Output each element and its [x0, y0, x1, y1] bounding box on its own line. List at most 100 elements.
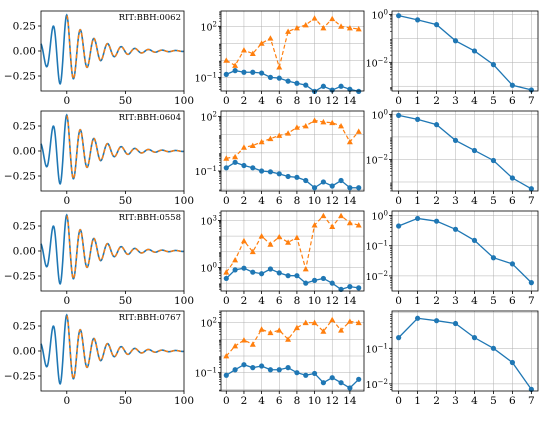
x-tick-label: 3: [452, 395, 459, 407]
orange-series-marker: [267, 135, 274, 142]
modes-marker: [433, 318, 440, 324]
x-tick-label: 0: [223, 195, 230, 207]
blue-series-marker: [303, 372, 309, 378]
blue-series-marker: [223, 165, 229, 171]
waveform-fit-line: [66, 315, 185, 380]
blue-series-marker: [294, 80, 300, 86]
x-tick-label: 100: [174, 295, 194, 307]
blue-series-marker: [285, 78, 291, 84]
orange-series-marker: [223, 57, 230, 63]
blue-series-marker: [267, 169, 274, 175]
blue-series-marker: [259, 168, 265, 174]
x-tick-label: 6: [509, 95, 516, 107]
x-tick-label: 1: [414, 395, 421, 407]
x-tick-label: 50: [119, 95, 132, 107]
x-tick-label: 4: [471, 95, 478, 107]
y-tick-label: 10−2: [366, 56, 388, 69]
x-tick-label: 2: [241, 195, 248, 207]
blue-series-marker: [356, 285, 362, 291]
axes-frame: [40, 210, 185, 292]
modes-marker: [433, 22, 440, 28]
x-tick-label: 6: [509, 295, 516, 307]
blue-series-marker: [320, 275, 326, 282]
orange-series-marker: [285, 28, 292, 34]
x-tick-label: 4: [258, 395, 265, 407]
modes-marker: [471, 147, 478, 154]
orange-series-marker: [249, 50, 256, 56]
axes-frame: [391, 110, 539, 192]
x-tick-label: 7: [528, 295, 535, 307]
orange-series-marker: [293, 124, 300, 130]
orange-series-marker: [223, 155, 230, 161]
x-tick-label: 14: [343, 395, 357, 407]
x-tick-label: 4: [471, 295, 478, 307]
blue-series-marker: [303, 280, 309, 286]
blue-series-marker: [338, 380, 344, 386]
orange-series-marker: [311, 319, 318, 326]
modes-marker: [490, 157, 497, 164]
orange-series-line: [225, 214, 359, 273]
x-tick-label: 7: [528, 395, 535, 407]
orange-series-marker: [320, 328, 327, 334]
waveform-line: [40, 113, 185, 185]
axes-frame: [220, 310, 365, 392]
modes-marker: [414, 315, 421, 321]
x-tick-label: 6: [276, 195, 283, 207]
modes-marker: [396, 223, 402, 229]
orange-series-marker: [329, 15, 336, 22]
x-tick-label: 1: [414, 295, 421, 307]
waveform-fit-line: [66, 215, 185, 280]
modes-marker: [490, 345, 497, 351]
blue-series-marker: [329, 280, 335, 286]
x-tick-label: 14: [343, 295, 357, 307]
x-tick-label: 4: [258, 95, 265, 107]
orange-series-marker: [232, 342, 239, 349]
panel-label: RIT:BBH:0558: [119, 213, 181, 223]
x-tick-label: 2: [433, 295, 440, 307]
orange-series-marker: [338, 212, 345, 219]
orange-series-marker: [311, 222, 318, 228]
blue-series-marker: [232, 159, 238, 165]
waveform-panel: 0 50 100 −0.25 0.00 0.25 RIT:BBH:0558: [4, 210, 194, 307]
orange-series-marker: [232, 153, 239, 160]
y-tick-label: 0.25: [13, 21, 36, 33]
y-tick-label: 0.25: [13, 221, 36, 233]
blue-series-marker: [303, 177, 309, 184]
x-tick-label: 3: [452, 195, 459, 207]
orange-series-marker: [302, 265, 309, 272]
modes-marker: [509, 175, 516, 181]
blue-series-marker: [241, 362, 247, 368]
x-tick-label: 6: [509, 195, 516, 207]
waveform-panel: 0 50 100 −0.25 0.00 0.25 RIT:BBH:0062: [4, 10, 194, 107]
blue-series-marker: [276, 367, 282, 373]
orange-series-marker: [276, 327, 283, 333]
x-tick-label: 0: [223, 395, 230, 407]
x-tick-label: 8: [294, 395, 301, 407]
modes-marker: [396, 112, 402, 119]
modes-marker: [452, 38, 459, 44]
y-tick-label: 102: [200, 317, 217, 330]
x-tick-label: 8: [294, 195, 301, 207]
panel-label: RIT:BBH:0767: [119, 313, 181, 323]
modes-marker: [528, 186, 534, 192]
x-tick-label: 7: [528, 195, 535, 207]
x-tick-label: 8: [294, 95, 301, 107]
y-tick-label: 103: [200, 214, 217, 227]
axes-frame: [391, 310, 539, 392]
x-tick-label: 4: [471, 195, 478, 207]
waveform-fit-line: [66, 115, 185, 180]
modes-panel: 0 1 2 3 4 5 6 7 10−2 10−1 100: [366, 210, 539, 307]
orange-series-marker: [320, 212, 327, 219]
x-tick-label: 10: [308, 95, 321, 107]
y-tick-label: −0.25: [4, 71, 36, 83]
orange-series-marker: [355, 222, 362, 228]
blue-series-marker: [223, 372, 229, 378]
modes-marker: [490, 255, 497, 261]
panel-label: RIT:BBH:0604: [119, 113, 181, 123]
waveform-fit-line: [66, 15, 185, 80]
blue-series-marker: [285, 273, 291, 279]
orange-series-marker: [285, 336, 292, 342]
blue-series-line: [225, 364, 360, 389]
modes-panel: 0 1 2 3 4 5 6 7 10−2 100: [366, 9, 539, 107]
orange-series-marker: [240, 144, 247, 150]
